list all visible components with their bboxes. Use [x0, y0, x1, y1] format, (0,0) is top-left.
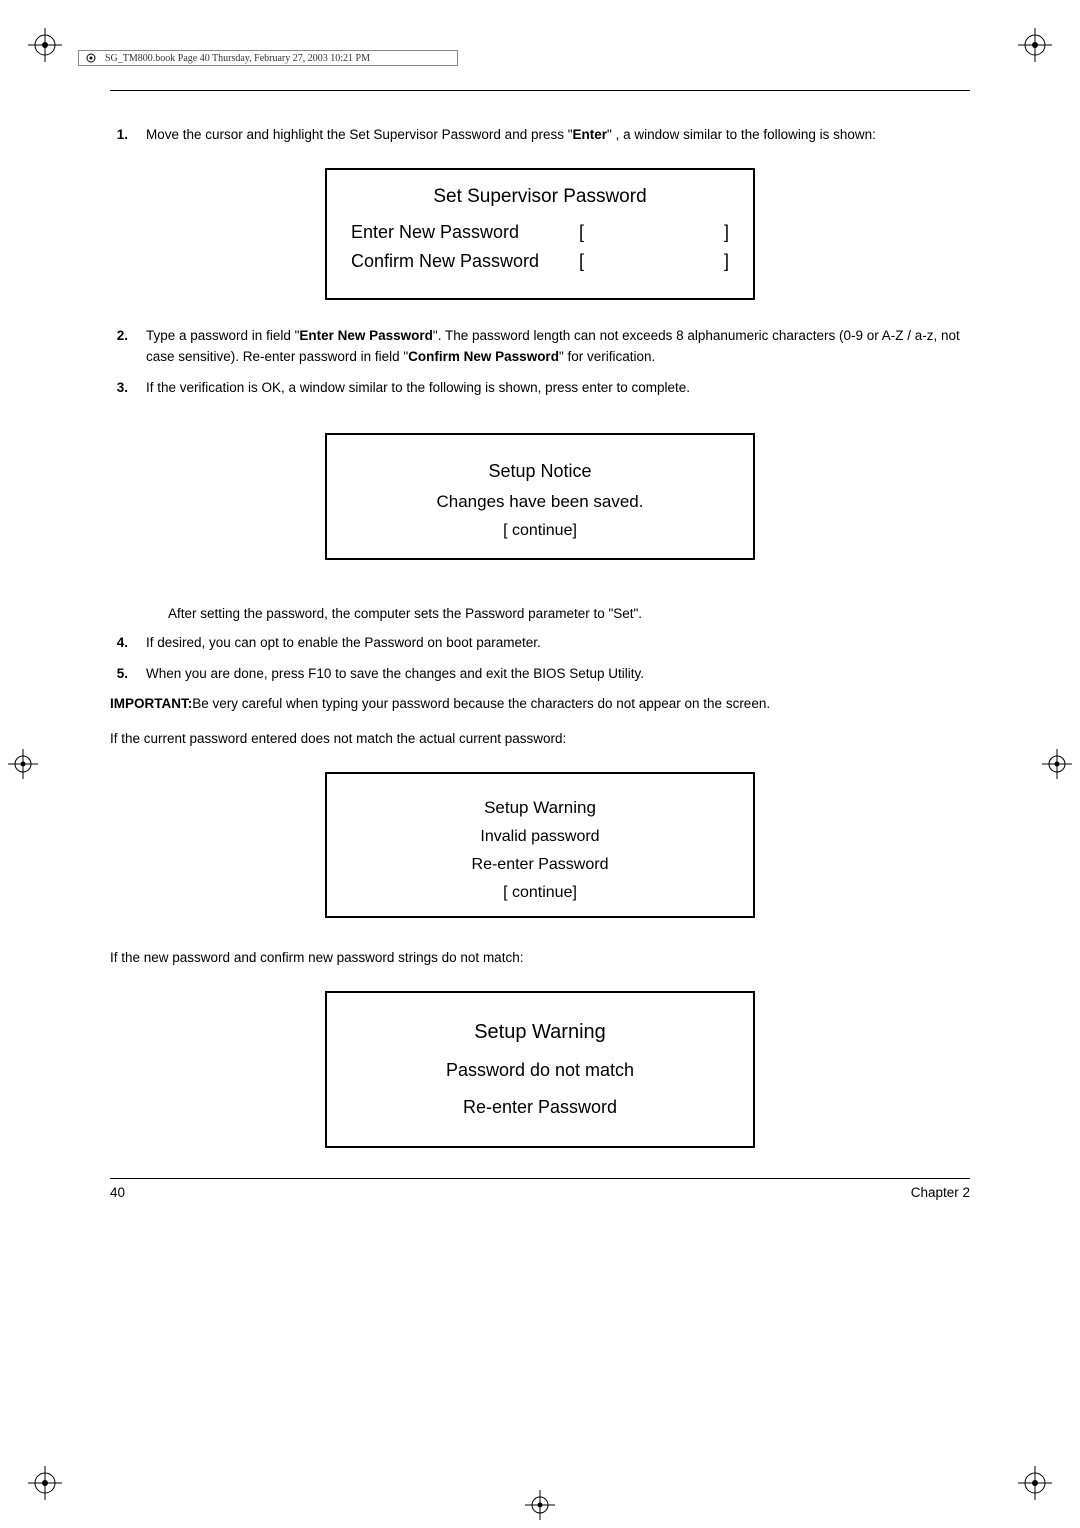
- step-5-body: When you are done, press F10 to save the…: [146, 664, 970, 685]
- step-3: 3. If the verification is OK, a window s…: [110, 378, 970, 399]
- dialog3-line1: Invalid password: [351, 828, 729, 846]
- page-content: 1. Move the cursor and highlight the Set…: [110, 90, 970, 1200]
- setup-warning-nomatch-dialog: Setup Warning Password do not match Re-e…: [325, 991, 755, 1148]
- step-2: 2. Type a password in field "Enter New P…: [110, 326, 970, 368]
- step-1: 1. Move the cursor and highlight the Set…: [110, 125, 970, 146]
- step-1-body: Move the cursor and highlight the Set Su…: [146, 125, 970, 146]
- dialog1-title: Set Supervisor Password: [351, 186, 729, 208]
- step-4-body: If desired, you can opt to enable the Pa…: [146, 633, 970, 654]
- dialog4-line2: Re-enter Password: [351, 1097, 729, 1118]
- page-number: 40: [110, 1185, 125, 1200]
- dialog1-confirm-label: Confirm New Password: [351, 251, 539, 272]
- dialog1-row-enter: Enter New Password []: [351, 222, 729, 243]
- bottom-horizontal-rule: [110, 1178, 970, 1179]
- step-5: 5. When you are done, press F10 to save …: [110, 664, 970, 685]
- top-horizontal-rule: [110, 90, 970, 91]
- crop-mark-bottom-right: [1018, 1466, 1052, 1500]
- step-2-number: 2.: [110, 326, 128, 368]
- page-footer: 40 Chapter 2: [110, 1185, 970, 1200]
- dialog4-line1: Password do not match: [351, 1060, 729, 1081]
- step-5-number: 5.: [110, 664, 128, 685]
- set-supervisor-password-dialog: Set Supervisor Password Enter New Passwo…: [325, 168, 755, 300]
- important-body: IMPORTANT:Be very careful when typing yo…: [110, 694, 770, 715]
- crop-mark-bottom-left: [28, 1466, 62, 1500]
- step-3-number: 3.: [110, 378, 128, 399]
- setup-warning-invalid-dialog: Setup Warning Invalid password Re-enter …: [325, 772, 755, 918]
- dialog1-row-confirm: Confirm New Password []: [351, 251, 729, 272]
- chapter-label: Chapter 2: [911, 1185, 970, 1200]
- dialog4-title: Setup Warning: [351, 1021, 729, 1044]
- important-label: IMPORTANT:: [110, 696, 192, 711]
- crop-mark-top-right: [1018, 28, 1052, 62]
- crop-mark-mid-left: [8, 749, 38, 779]
- dialog3-line2: Re-enter Password: [351, 856, 729, 874]
- dialog1-enter-field[interactable]: []: [579, 222, 729, 243]
- mismatch-intro-2: If the new password and confirm new pass…: [110, 948, 970, 969]
- dialog3-continue[interactable]: [ continue]: [351, 884, 729, 902]
- step-3-body: If the verification is OK, a window simi…: [146, 378, 970, 399]
- step-1-number: 1.: [110, 125, 128, 146]
- crop-mark-bottom-center: [525, 1490, 555, 1520]
- crop-mark-top-left: [28, 28, 62, 62]
- mismatch-intro-1: If the current password entered does not…: [110, 729, 970, 750]
- setup-notice-dialog: Setup Notice Changes have been saved. [ …: [325, 433, 755, 560]
- dialog1-enter-label: Enter New Password: [351, 222, 519, 243]
- step-4: 4. If desired, you can opt to enable the…: [110, 633, 970, 654]
- crop-mark-mid-right: [1042, 749, 1072, 779]
- page-header-stamp: SG_TM800.book Page 40 Thursday, February…: [78, 50, 458, 66]
- step-2-body: Type a password in field "Enter New Pass…: [146, 326, 970, 368]
- dialog1-confirm-field[interactable]: []: [579, 251, 729, 272]
- after-set-text: After setting the password, the computer…: [168, 604, 970, 625]
- dialog3-title: Setup Warning: [351, 798, 729, 818]
- dialog2-line1: Changes have been saved.: [351, 492, 729, 512]
- dialog2-continue[interactable]: [ continue]: [351, 522, 729, 540]
- dialog2-title: Setup Notice: [351, 461, 729, 482]
- header-stamp-text: SG_TM800.book Page 40 Thursday, February…: [105, 53, 370, 64]
- step-4-number: 4.: [110, 633, 128, 654]
- important-note: IMPORTANT:Be very careful when typing yo…: [110, 694, 970, 715]
